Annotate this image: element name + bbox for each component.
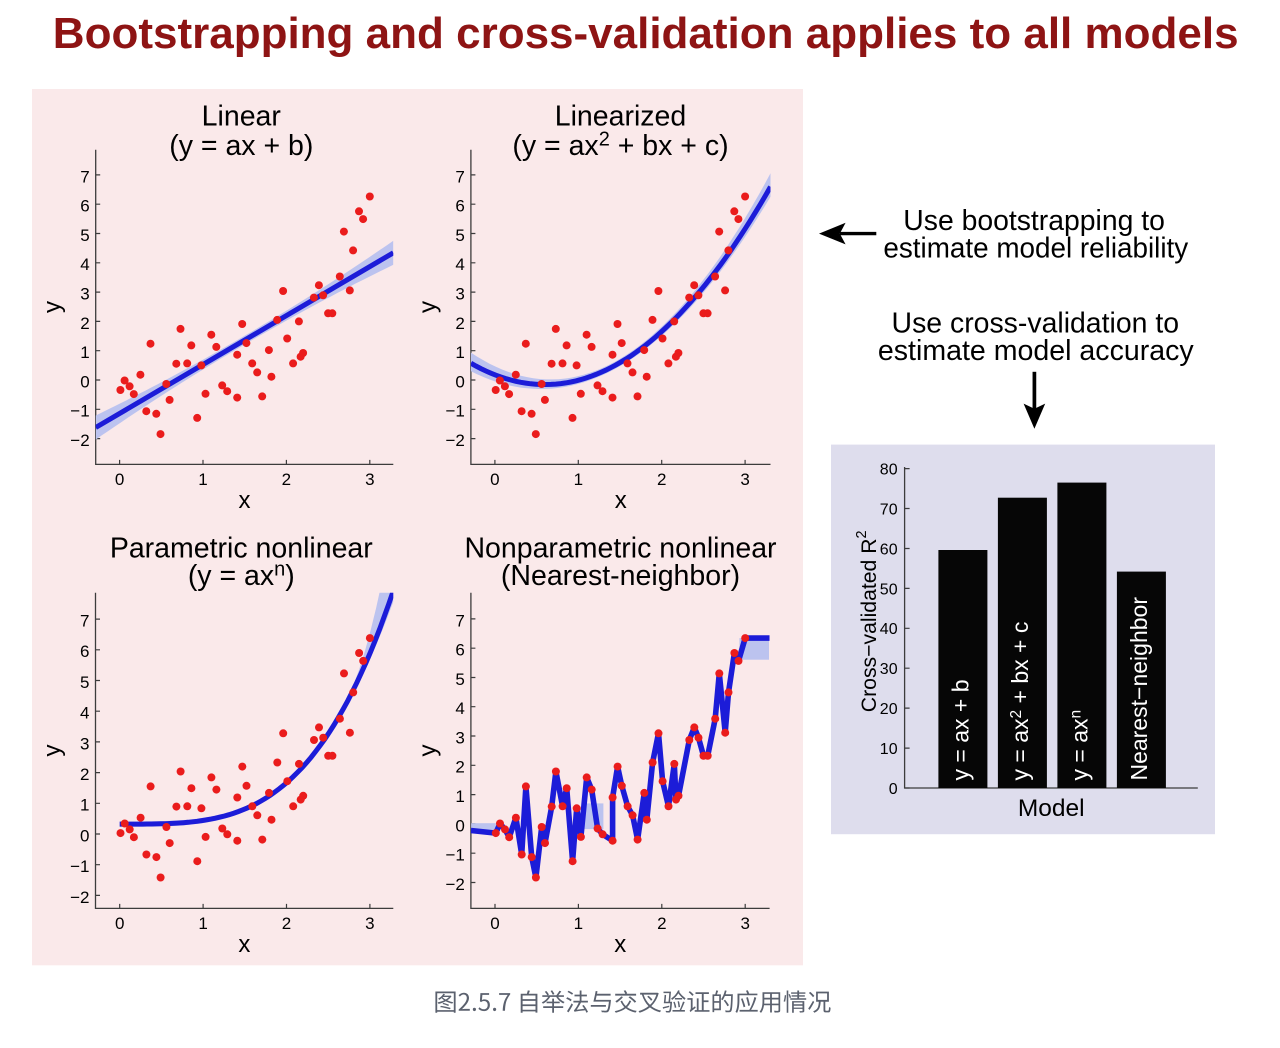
svg-text:4: 4 [455,255,464,274]
svg-text:x: x [614,931,626,958]
svg-text:1: 1 [455,343,464,362]
svg-text:3: 3 [365,914,374,933]
svg-text:2: 2 [455,758,464,777]
svg-text:y: y [414,745,441,757]
svg-text:3: 3 [740,914,749,933]
svg-text:10: 10 [880,741,898,758]
svg-text:Cross−validated R2: Cross−validated R2 [854,530,881,712]
svg-text:1: 1 [198,470,207,489]
svg-text:2: 2 [282,470,291,489]
svg-text:2: 2 [657,470,666,489]
svg-text:−1: −1 [446,846,465,865]
svg-text:3: 3 [740,470,749,489]
svg-text:−2: −2 [446,875,465,894]
svg-text:2: 2 [455,314,464,333]
svg-text:−1: −1 [446,402,465,421]
svg-text:60: 60 [880,541,898,558]
svg-text:−2: −2 [70,431,89,450]
svg-text:y = ax2 + bx + c: y = ax2 + bx + c [1007,622,1033,781]
svg-text:−1: −1 [70,402,89,421]
svg-text:y = ax + b: y = ax + b [947,679,973,780]
svg-text:5: 5 [80,673,89,692]
svg-text:y: y [39,301,66,313]
svg-text:3: 3 [80,734,89,753]
svg-text:Use bootstrapping to: Use bootstrapping to [903,205,1165,237]
svg-text:7: 7 [455,611,464,630]
svg-text:5: 5 [80,226,89,245]
svg-text:2: 2 [657,914,666,933]
svg-text:7: 7 [455,167,464,186]
svg-text:(y = ax + b): (y = ax + b) [169,130,313,162]
svg-text:0: 0 [490,470,499,489]
svg-text:3: 3 [455,728,464,747]
svg-text:20: 20 [880,701,898,718]
svg-text:x: x [238,931,250,958]
svg-text:6: 6 [80,642,89,661]
svg-text:(y = ax2 + bx + c): (y = ax2 + bx + c) [512,129,728,163]
svg-text:1: 1 [80,343,89,362]
svg-text:−1: −1 [70,857,89,876]
svg-text:4: 4 [455,699,464,718]
svg-text:3: 3 [80,285,89,304]
svg-text:2: 2 [80,314,89,333]
svg-text:4: 4 [80,255,89,274]
svg-text:Linearized: Linearized [555,101,687,133]
svg-text:x: x [615,487,627,514]
svg-text:5: 5 [455,226,464,245]
svg-text:6: 6 [80,197,89,216]
svg-text:4: 4 [80,704,89,723]
svg-text:6: 6 [455,197,464,216]
svg-text:Use cross-validation to: Use cross-validation to [892,308,1180,340]
svg-text:Nonparametric nonlinear: Nonparametric nonlinear [464,533,777,565]
svg-text:0: 0 [80,826,89,845]
svg-text:Model: Model [1018,795,1085,822]
svg-text:0: 0 [455,372,464,391]
svg-text:x: x [239,487,251,514]
svg-text:0: 0 [490,914,499,933]
svg-text:3: 3 [455,285,464,304]
svg-text:1: 1 [198,914,207,933]
svg-text:Nearest−neighbor: Nearest−neighbor [1126,597,1152,781]
svg-text:(Nearest-neighbor): (Nearest-neighbor) [501,560,740,592]
svg-text:1: 1 [80,796,89,815]
svg-text:3: 3 [365,470,374,489]
svg-text:0: 0 [455,816,464,835]
svg-text:Bootstrapping and cross-valida: Bootstrapping and cross-validation appli… [53,9,1239,58]
svg-text:6: 6 [455,641,464,660]
svg-text:80: 80 [880,462,898,479]
svg-text:−2: −2 [446,431,465,450]
svg-text:Parametric nonlinear: Parametric nonlinear [110,533,373,565]
svg-text:y = axn: y = axn [1066,710,1092,781]
svg-text:70: 70 [880,501,898,518]
svg-text:Linear: Linear [202,101,282,133]
svg-text:y: y [414,301,441,313]
svg-text:2: 2 [80,765,89,784]
svg-text:y: y [39,745,66,757]
svg-text:0: 0 [115,914,124,933]
svg-text:30: 30 [880,661,898,678]
svg-text:5: 5 [455,670,464,689]
svg-text:0: 0 [889,781,898,798]
svg-text:estimate model accuracy: estimate model accuracy [878,335,1194,367]
svg-text:1: 1 [574,470,583,489]
svg-text:1: 1 [574,914,583,933]
svg-text:estimate model reliability: estimate model reliability [883,233,1188,265]
svg-text:0: 0 [115,470,124,489]
svg-text:7: 7 [80,167,89,186]
svg-text:−2: −2 [70,888,89,907]
svg-text:40: 40 [880,621,898,638]
svg-text:1: 1 [455,787,464,806]
svg-text:0: 0 [80,372,89,391]
svg-text:50: 50 [880,581,898,598]
svg-text:2: 2 [282,914,291,933]
svg-text:7: 7 [80,612,89,631]
